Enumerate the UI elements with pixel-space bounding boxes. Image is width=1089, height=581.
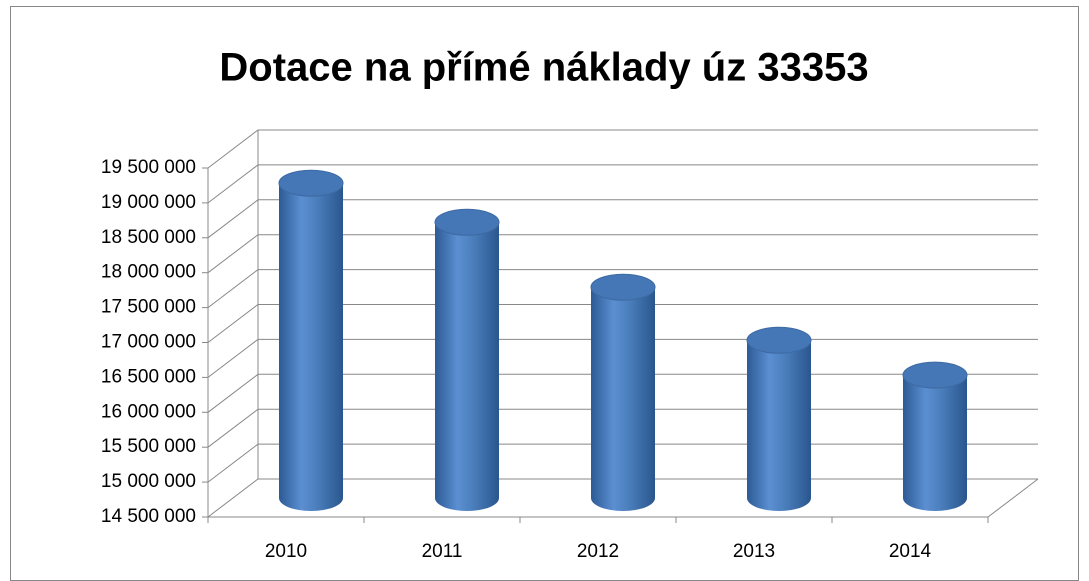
bar [435,209,499,511]
x-tick-label: 2010 [265,541,307,562]
grid-line [207,304,1038,343]
grid-line [207,129,1038,169]
grid-line [207,269,1038,308]
bar [747,327,811,511]
chart-frame [10,6,1079,581]
chart-title: Dotace na přímé náklady úz 33353 [219,46,868,90]
y-tick-label: 16 500 000 [101,366,196,387]
y-tick-label: 19 500 000 [101,157,196,178]
y-tick-label: 18 500 000 [101,227,196,248]
bar [591,274,655,511]
bar-top [746,326,812,354]
y-tick-label: 19 000 000 [101,192,196,213]
x-tick-label: 2011 [422,541,463,562]
bar-top [590,273,656,301]
bar [279,170,343,511]
grid-line [207,234,1038,274]
y-tick-label: 15 000 000 [101,471,196,492]
y-tick-label: 15 500 000 [101,436,196,457]
bar-top [434,208,500,236]
grid-line [207,199,1038,239]
y-tick-label: 17 000 000 [101,332,196,353]
y-tick-label: 14 500 000 [101,506,196,527]
bar [903,362,967,511]
y-tick-label: 18 000 000 [101,262,196,283]
x-tick-label: 2014 [889,541,932,562]
x-tick-label: 2013 [733,541,775,562]
grid-line [207,164,1038,204]
bar-top [902,361,968,389]
y-tick-label: 16 000 000 [101,401,196,422]
y-tick-label: 17 500 000 [101,297,196,318]
bar-top [278,169,344,197]
x-tick-label: 2012 [577,541,619,562]
